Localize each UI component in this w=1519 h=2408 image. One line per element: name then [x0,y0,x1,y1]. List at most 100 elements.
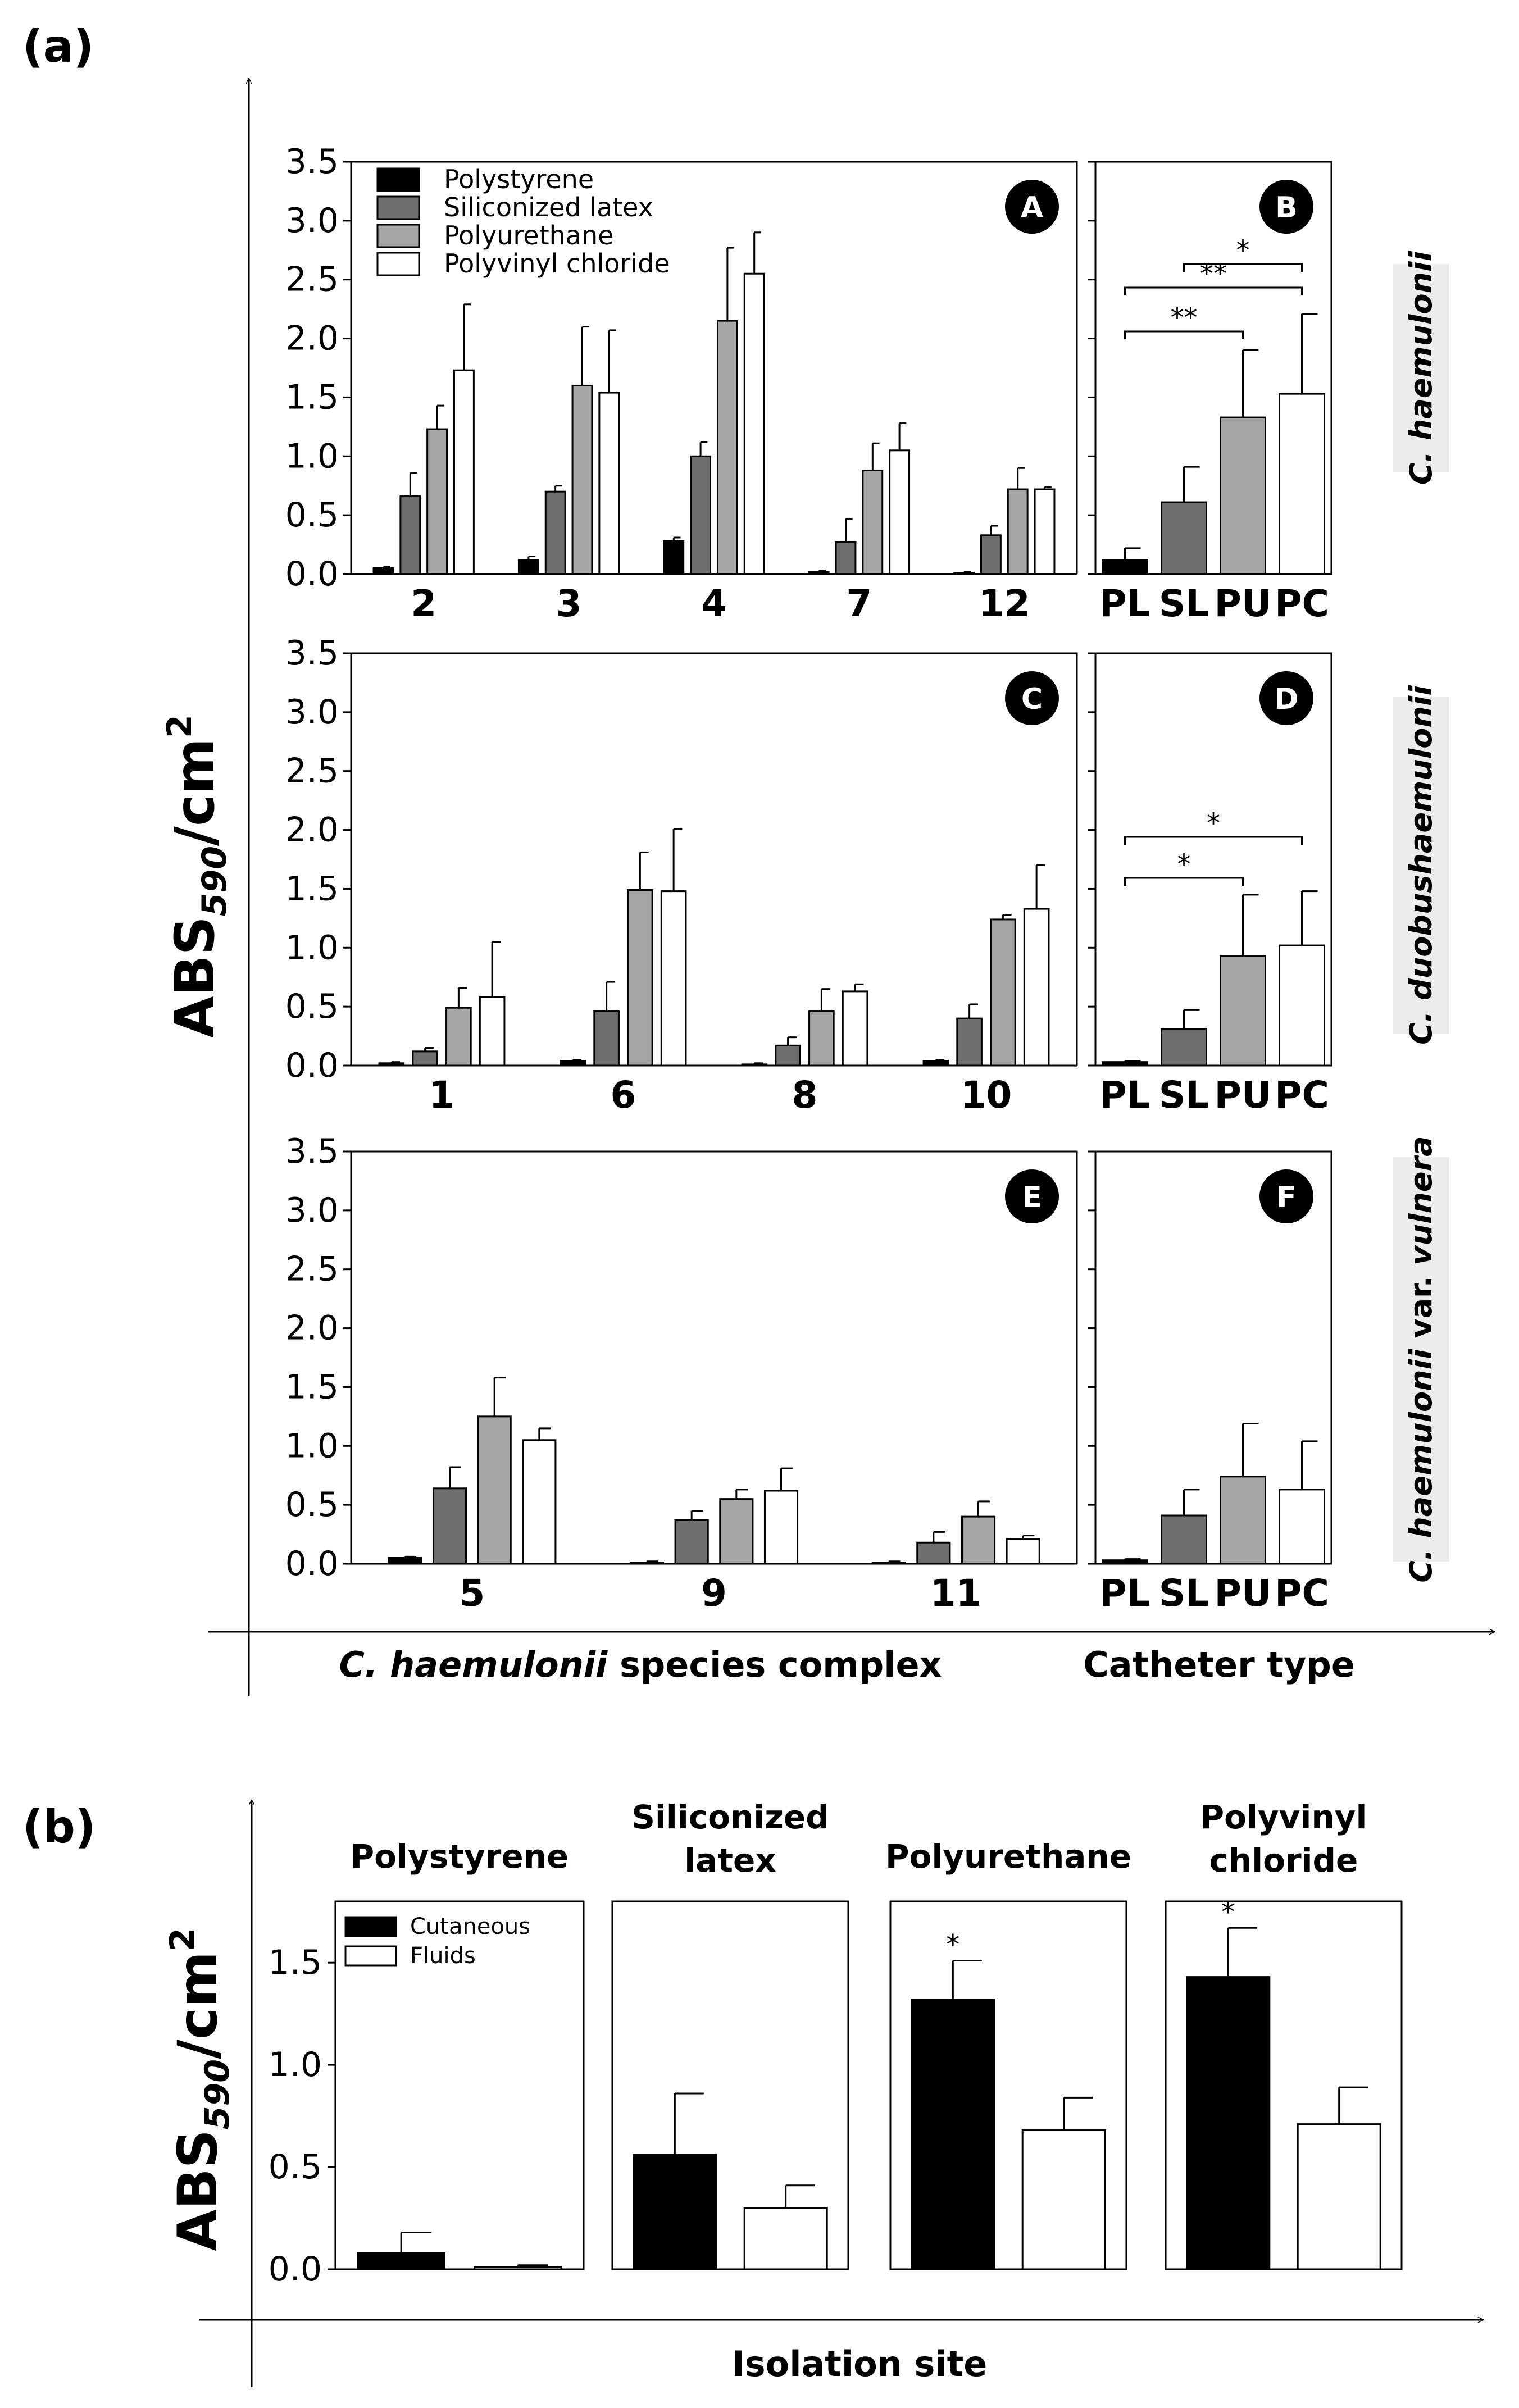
panel-B-bar [1102,559,1148,575]
part-b-bar [357,2252,445,2270]
panel-A-bar [690,455,712,575]
panel-A-bar [716,320,738,575]
panel-A-frame [351,161,1078,574]
panel-D-category-label: PC [1275,1073,1329,1117]
panel-A-y-tick-label: 1.5 [285,377,339,417]
part-b-bar [1186,1976,1271,2270]
legend-swatch [376,195,420,220]
panel-C-bar [560,1060,586,1067]
part-b-panel-frame [334,1900,585,2270]
panel-C-bar [808,1010,835,1067]
legend-label: Siliconized latex [444,192,653,222]
part-b-bar [1297,2123,1381,2270]
panel-A-y-tick-label: 2.0 [285,319,339,358]
panel-A-bar [862,469,884,575]
panel-C-y-tick-label: 0.0 [285,1046,339,1085]
panel-E-y-tick-label: 2.0 [285,1309,339,1348]
panel-B-category-label: PU [1215,582,1272,625]
part-b-panel-title: Siliconized [631,1798,829,1836]
part-b-bar [911,1999,995,2270]
part-b-y-tick-label: 0.0 [269,2250,322,2289]
panel-C-bar [479,996,506,1067]
panel-A-badge-circle [1005,180,1059,234]
panel-C-bar [956,1017,983,1067]
part-b-legend-label: Fluids [410,1943,476,1969]
part-a-x-label-left: C. haemulonii species complex [339,1644,942,1685]
panel-A-bar [743,272,765,575]
panel-D-bar [1161,1028,1207,1067]
panel-C-bar [445,1007,472,1067]
panel-B-frame [1094,161,1332,575]
part-b-y-tick-label: 0.5 [269,2147,322,2187]
panel-D-category-label: SL [1159,1073,1209,1117]
panel-E-bar [674,1519,709,1565]
panel-A-badge-letter: A [1021,191,1043,225]
panel-A-bar [571,384,593,575]
plot-layer: 0.0 0.5 1.0 1.5 2.0 2.5 3.0 3.5 2 3 4 7 12 A 0.0 0.5 1.0… [269,142,1449,2289]
panel-E-y-tick-label: 1.5 [285,1367,339,1406]
panel-F-bar [1220,1476,1266,1565]
part-b-panel-frame [889,1900,1127,2270]
panel-C-bar [741,1063,768,1067]
panel-E-bar [522,1439,557,1565]
panel-E-frame [351,1150,1078,1564]
species-label-part: C. haemulonii [1403,1348,1439,1583]
panel-A-category-label: 4 [701,582,727,625]
panel-A-category-label: 7 [846,582,872,625]
panel-A-bar [399,495,421,575]
panel-A-y-tick-label: 3.5 [285,142,339,181]
panel-C-y-tick-label: 3.5 [285,634,339,673]
panel-F-frame [1094,1150,1332,1565]
panel-B-significance-bracket [1124,330,1244,339]
panel-D-bar [1102,1061,1148,1067]
panel-E-bar [961,1515,996,1565]
panel-B-significance-label: * [1236,235,1250,266]
part-b-panel-title: latex [684,1841,776,1879]
panel-B-category-label: SL [1159,582,1209,625]
panel-F-category-label: PC [1275,1572,1329,1615]
part-b-significance-label: * [946,1929,959,1961]
panel-C-bar [1023,908,1050,1067]
panel-C-bar [412,1050,438,1067]
panel-E-bar [916,1541,951,1565]
panel-D-frame [1094,652,1332,1067]
panel-D-badge-letter: D [1274,682,1298,716]
species-label: C. haemulonii [1403,250,1439,485]
panel-A-y-tick-label: 0.0 [285,554,339,594]
panel-C-y-tick-label: 1.5 [285,869,339,908]
species-label-box [1393,264,1449,472]
part-b-bar [743,2207,828,2270]
panel-E-bar [1006,1538,1040,1565]
panel-C-badge-circle [1005,671,1059,725]
panel-B-badge-letter: B [1275,191,1298,225]
panel-A-bar [835,541,857,575]
panel-E-y-tick-label: 0.0 [285,1544,339,1583]
panel-A-bar [808,571,830,575]
panel-F-badge-circle [1259,1169,1313,1223]
panel-C-category-label: 8 [792,1073,818,1117]
panel-B-category-label: PC [1275,582,1329,625]
panel-C-frame [351,652,1078,1066]
part-a-y-axis-label: ABS590/cm2 [160,714,234,1038]
panel-F-bar [1161,1514,1207,1565]
panel-C-bar [660,890,687,1067]
panel-F-bar [1102,1559,1148,1565]
part-b-panel-title: Polystyrene [351,1837,569,1876]
panel-D-significance-label: * [1177,849,1191,880]
panel-E-badge-circle [1005,1169,1059,1223]
panel-B-significance-label: ** [1171,302,1198,334]
part-b-panel-frame [1165,1900,1403,2270]
panel-C-category-label: 10 [961,1073,1012,1117]
species-label-part: vulnera [1403,1136,1439,1265]
panel-A-bar [980,534,1002,575]
panel-E-bar [871,1562,906,1565]
panel-E-bar [719,1498,754,1565]
panel-A-bar [426,428,448,575]
panel-A-bar [372,567,394,575]
panel-A-y-tick-label: 2.5 [285,260,339,299]
part-b-significance-label: * [1221,1896,1235,1928]
panel-A-bar [544,490,566,575]
panel-F-badge-letter: F [1276,1181,1297,1214]
panel-E-y-tick-label: 2.5 [285,1250,339,1289]
